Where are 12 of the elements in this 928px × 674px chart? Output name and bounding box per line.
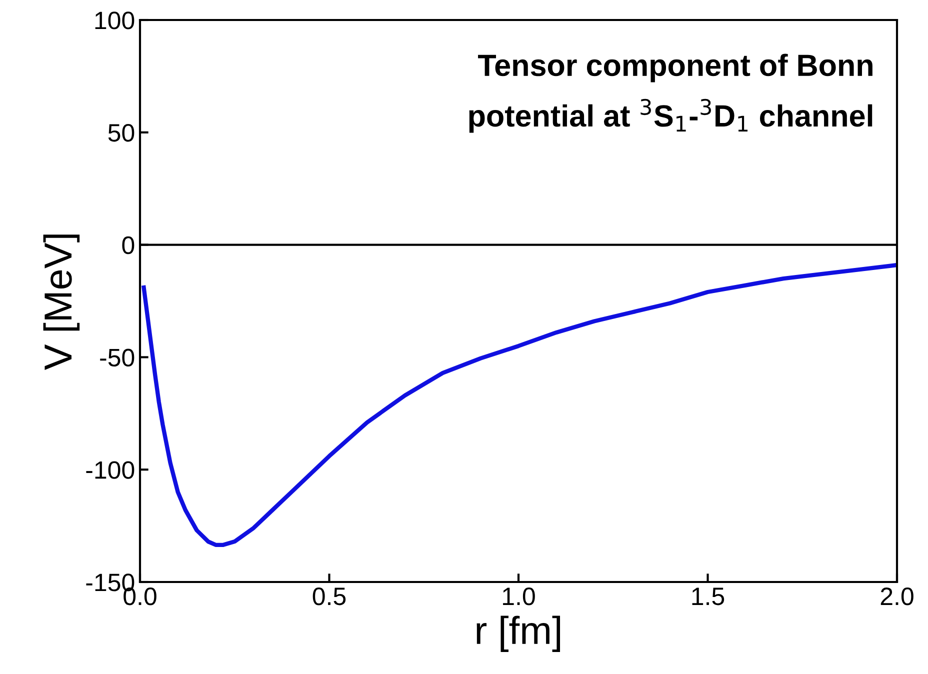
- y-tick-label: -50: [100, 348, 134, 367]
- y-tick-label: -100: [86, 461, 134, 479]
- y-tick-label: 100: [95, 12, 134, 30]
- text: Tensor component of Bonn potential at $^{3}$S$_{1}$-$^{3}$D$_{1}$ channel: [469, 54, 872, 133]
- y-tick-label: 50: [108, 124, 134, 142]
- x-tick-label: 1.0: [503, 588, 535, 606]
- x-tick-label: 2.0: [880, 588, 914, 606]
- y-tick-label: 0: [122, 236, 134, 254]
- y-axis-title: V [MeV]: [43, 234, 80, 370]
- x-tick-label: 0.5: [312, 588, 346, 606]
- x-tick-label: 1.5: [692, 588, 724, 606]
- x-axis-title: r [fm]: [476, 616, 560, 652]
